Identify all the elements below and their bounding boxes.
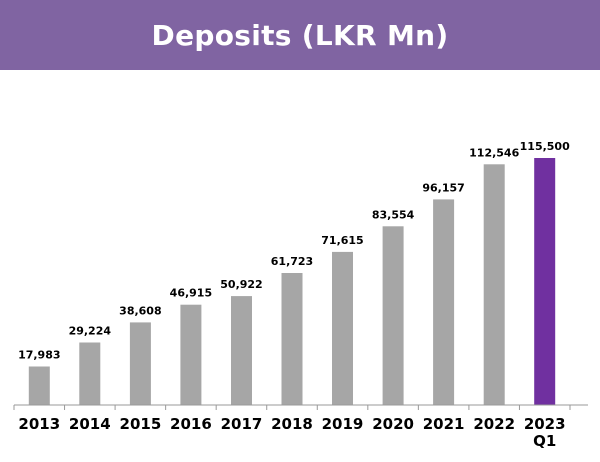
data-label-2016: 46,915 xyxy=(170,287,212,300)
bar-2018 xyxy=(281,273,303,405)
bar-2019 xyxy=(332,251,353,405)
x-tick-label-2023-q1: 2023 Q1 xyxy=(524,415,566,450)
deposits-bar-chart: 17,983 29,224 38,608 46,915 50,922 61,723 71,6… xyxy=(13,140,588,450)
bar-2014 xyxy=(79,342,101,405)
x-tick-label-2015: 2015 xyxy=(120,415,162,433)
x-tick-label-2013: 2013 xyxy=(18,415,60,433)
x-tick-label-2018: 2018 xyxy=(271,415,313,433)
x-tick-label-2020: 2020 xyxy=(372,415,414,433)
x-tick-label-2019: 2019 xyxy=(322,415,364,433)
data-label-2018: 61,723 xyxy=(271,255,313,268)
bar-2023-q1 xyxy=(534,158,556,405)
bars-layer xyxy=(28,158,556,405)
x-axis xyxy=(13,404,588,410)
bar-2020 xyxy=(382,226,404,405)
data-labels-layer: 17,983 29,224 38,608 46,915 50,922 61,723 71,6… xyxy=(18,140,570,362)
data-label-2021: 96,157 xyxy=(422,181,464,194)
bar-2016 xyxy=(180,304,202,405)
bar-2017 xyxy=(231,296,252,405)
data-label-2013: 17,983 xyxy=(18,349,60,362)
x-tick-label-2016: 2016 xyxy=(170,415,212,433)
x-tick-label-2021: 2021 xyxy=(423,415,465,433)
data-label-2019: 71,615 xyxy=(321,234,363,247)
data-label-2014: 29,224 xyxy=(69,325,112,338)
data-label-2022: 112,546 xyxy=(469,146,519,159)
x-tick-label-2014: 2014 xyxy=(69,415,111,433)
data-label-2015: 38,608 xyxy=(119,304,161,317)
x-tick-labels-layer: 2013 2014 2015 2016 2017 2018 2019 2020 2021 2022… xyxy=(18,415,565,450)
bar-2015 xyxy=(129,322,151,405)
x-tick-label-2017: 2017 xyxy=(221,415,263,433)
x-tick-label-2022: 2022 xyxy=(473,415,515,433)
data-label-2020: 83,554 xyxy=(372,208,415,221)
bar-2022 xyxy=(483,164,505,405)
bar-2013 xyxy=(28,366,50,405)
data-label-2023-q1: 115,500 xyxy=(520,140,570,153)
data-label-2017: 50,922 xyxy=(220,278,262,291)
chart-title: Deposits (LKR Mn) xyxy=(151,18,449,52)
bar-2021 xyxy=(433,199,455,405)
chart-area: 17,983 29,224 38,608 46,915 50,922 61,723 71,6… xyxy=(0,70,600,462)
title-banner: Deposits (LKR Mn) xyxy=(0,0,600,70)
